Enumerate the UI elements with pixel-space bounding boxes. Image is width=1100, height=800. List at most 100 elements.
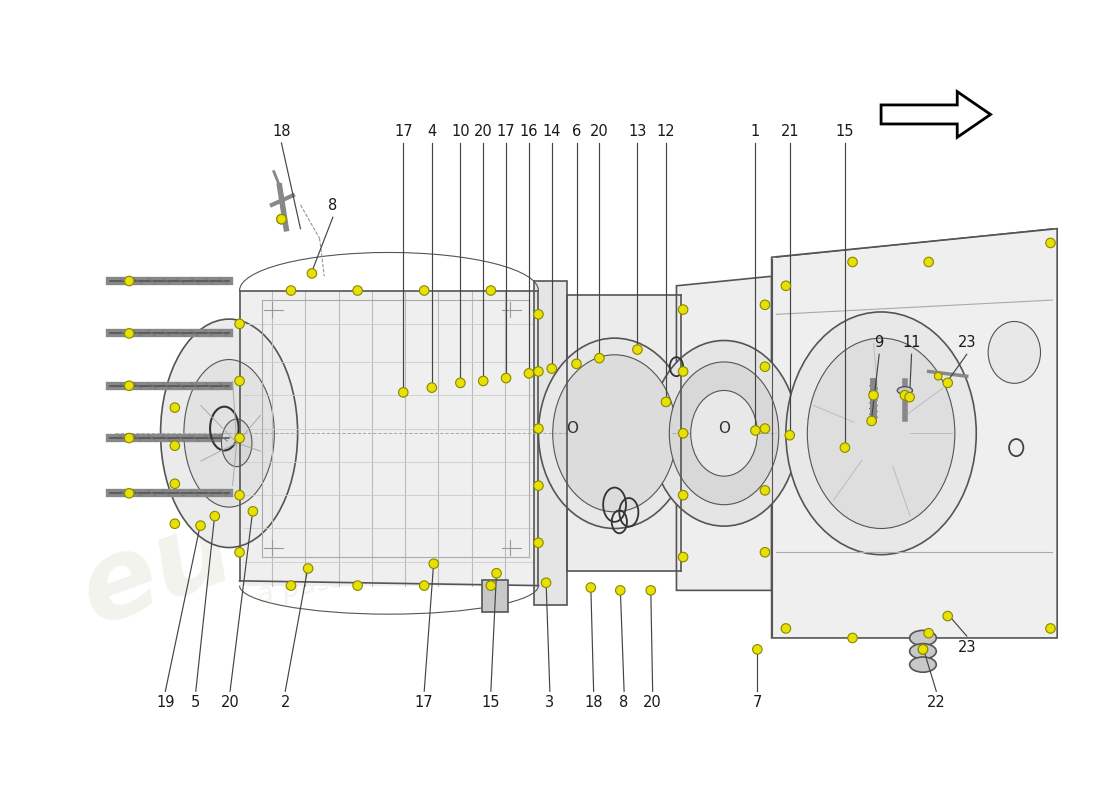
Ellipse shape: [669, 362, 779, 505]
Circle shape: [249, 506, 257, 516]
Text: 12: 12: [657, 124, 675, 139]
Circle shape: [525, 369, 533, 378]
Text: 6: 6: [572, 124, 581, 139]
Circle shape: [196, 521, 206, 530]
Circle shape: [234, 376, 244, 386]
Circle shape: [534, 424, 543, 434]
Circle shape: [679, 552, 688, 562]
Circle shape: [1046, 238, 1055, 248]
Circle shape: [924, 629, 934, 638]
Text: 14: 14: [542, 124, 561, 139]
Circle shape: [277, 214, 286, 224]
Ellipse shape: [910, 657, 936, 672]
Circle shape: [124, 381, 134, 390]
Circle shape: [534, 366, 543, 376]
Circle shape: [210, 511, 220, 521]
Text: 20: 20: [474, 124, 493, 139]
Text: 16: 16: [519, 124, 538, 139]
Circle shape: [760, 547, 770, 557]
Text: 19: 19: [156, 695, 175, 710]
Ellipse shape: [898, 386, 913, 394]
Text: 17: 17: [415, 695, 433, 710]
Circle shape: [277, 214, 286, 224]
Text: 18: 18: [272, 124, 290, 139]
Text: 8: 8: [619, 695, 629, 710]
Circle shape: [760, 300, 770, 310]
Text: 20: 20: [590, 124, 608, 139]
Circle shape: [304, 564, 312, 574]
Circle shape: [616, 586, 625, 595]
Text: 11: 11: [902, 335, 921, 350]
Circle shape: [752, 645, 762, 654]
Circle shape: [760, 486, 770, 495]
Circle shape: [924, 258, 934, 266]
Ellipse shape: [552, 354, 676, 512]
Circle shape: [848, 258, 857, 266]
Ellipse shape: [650, 341, 798, 526]
Text: 15: 15: [836, 124, 855, 139]
Text: 2: 2: [280, 695, 290, 710]
Ellipse shape: [161, 319, 298, 547]
Circle shape: [867, 416, 877, 426]
Text: O: O: [565, 421, 578, 436]
Circle shape: [646, 586, 656, 595]
Text: 5: 5: [191, 695, 200, 710]
FancyBboxPatch shape: [482, 580, 508, 612]
Circle shape: [943, 378, 953, 388]
Circle shape: [534, 310, 543, 319]
Circle shape: [234, 547, 244, 557]
Text: 4: 4: [427, 124, 437, 139]
Text: 13: 13: [628, 124, 647, 139]
Circle shape: [918, 645, 927, 654]
Circle shape: [679, 490, 688, 500]
Text: O: O: [718, 421, 730, 436]
Circle shape: [595, 354, 604, 363]
Circle shape: [492, 569, 502, 578]
Text: 17: 17: [497, 124, 516, 139]
Circle shape: [869, 390, 878, 400]
Circle shape: [760, 362, 770, 371]
Text: 3: 3: [546, 695, 554, 710]
Circle shape: [124, 434, 134, 443]
Circle shape: [419, 581, 429, 590]
Ellipse shape: [988, 322, 1041, 383]
Circle shape: [234, 319, 244, 329]
Ellipse shape: [785, 312, 977, 554]
Circle shape: [918, 645, 927, 654]
Polygon shape: [676, 276, 771, 590]
Text: 8: 8: [328, 198, 338, 214]
Circle shape: [427, 383, 437, 392]
Circle shape: [124, 276, 134, 286]
Circle shape: [486, 581, 496, 590]
Circle shape: [419, 286, 429, 295]
Text: a passion for parts since 1985: a passion for parts since 1985: [254, 495, 670, 610]
Circle shape: [353, 286, 362, 295]
Circle shape: [170, 479, 179, 489]
Circle shape: [286, 286, 296, 295]
Circle shape: [541, 578, 551, 587]
Circle shape: [900, 390, 910, 400]
Text: 20: 20: [221, 695, 240, 710]
Ellipse shape: [221, 419, 252, 466]
Circle shape: [934, 372, 942, 380]
Circle shape: [534, 538, 543, 547]
Circle shape: [840, 443, 849, 452]
Circle shape: [679, 305, 688, 314]
Circle shape: [534, 481, 543, 490]
Circle shape: [943, 611, 953, 621]
Text: 23: 23: [957, 335, 976, 350]
Polygon shape: [771, 229, 1057, 638]
Circle shape: [750, 426, 760, 435]
Circle shape: [455, 378, 465, 388]
Text: 9: 9: [874, 335, 883, 350]
Text: 1: 1: [751, 124, 760, 139]
FancyBboxPatch shape: [566, 295, 681, 571]
Circle shape: [124, 329, 134, 338]
Circle shape: [170, 441, 179, 450]
Text: 15: 15: [482, 695, 500, 710]
Ellipse shape: [184, 359, 274, 507]
Circle shape: [781, 281, 791, 290]
Circle shape: [632, 345, 642, 354]
Circle shape: [586, 582, 595, 592]
Circle shape: [170, 519, 179, 529]
